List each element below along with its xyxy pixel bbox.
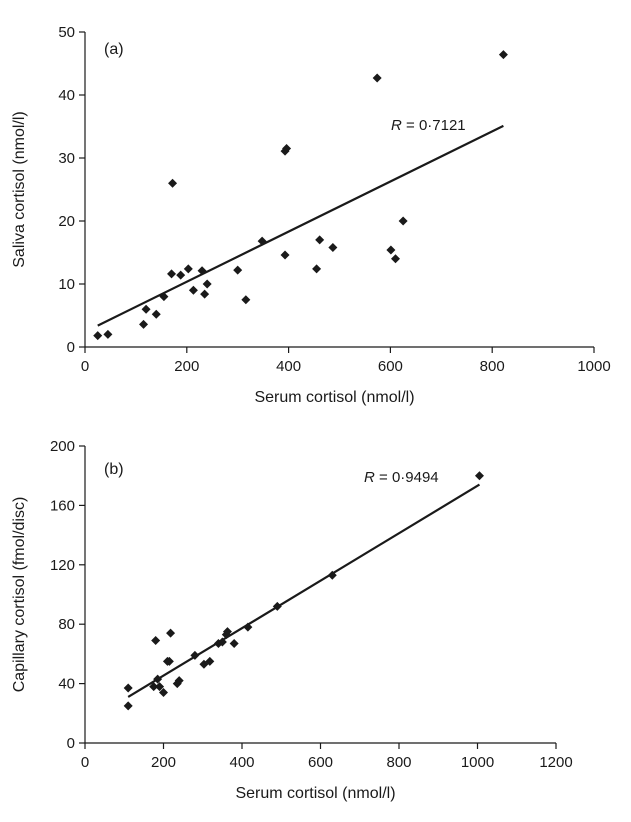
- chart-panel-b: 0 200 400 600 800 1000 1200 0 40 80 120 160 200 Serum…: [11, 438, 573, 802]
- y-tick-label: 80: [58, 616, 75, 633]
- data-point: [398, 216, 408, 226]
- x-tick-label: 200: [174, 358, 199, 375]
- y-tick-label: 40: [58, 87, 75, 104]
- x-tick-label: 200: [151, 754, 176, 771]
- data-point: [327, 570, 337, 580]
- data-point: [217, 637, 227, 647]
- data-point: [257, 236, 267, 246]
- data-point: [155, 682, 165, 692]
- correlation-symbol: R: [391, 117, 402, 134]
- x-tick-label: 1000: [461, 754, 494, 771]
- y-tick-label: 120: [50, 557, 75, 574]
- data-point: [282, 144, 292, 154]
- data-point: [159, 688, 168, 698]
- data-point: [280, 250, 290, 260]
- x-axis-label: Serum cortisol (nmol/l): [235, 785, 395, 802]
- y-tick-label: 200: [50, 438, 75, 455]
- data-point: [93, 331, 103, 341]
- data-point: [233, 265, 243, 275]
- x-tick-label: 600: [378, 358, 403, 375]
- data-point: [123, 701, 133, 711]
- y-axis-label: Capillary cortisol (fmol/disc): [11, 497, 28, 693]
- data-point: [474, 471, 484, 481]
- x-tick-label: 1200: [539, 754, 572, 771]
- data-point: [141, 304, 151, 314]
- data-point: [103, 329, 113, 339]
- y-tick-label: 30: [58, 150, 75, 167]
- data-point: [197, 266, 207, 276]
- x-tick-label: 600: [308, 754, 333, 771]
- data-point: [176, 270, 186, 280]
- y-tick-label: 160: [50, 497, 75, 514]
- y-tick-label: 40: [58, 676, 75, 693]
- chart-panel-a: 0 200 400 600 800 1000 0 10 20 30 40 50 Serum cortis…: [11, 24, 611, 406]
- data-point: [222, 627, 232, 637]
- correlation-value: = 0·9494: [375, 469, 439, 486]
- x-tick-label: 400: [229, 754, 254, 771]
- data-point: [241, 295, 251, 305]
- data-point: [328, 242, 338, 252]
- x-tick-label: 400: [276, 358, 301, 375]
- data-point: [315, 235, 325, 245]
- x-axis-label: Serum cortisol (nmol/l): [254, 389, 414, 406]
- data-point: [166, 628, 176, 638]
- data-point: [372, 73, 382, 83]
- correlation-symbol: R: [364, 469, 375, 486]
- data-point: [390, 254, 400, 264]
- data-point: [159, 292, 169, 302]
- data-point: [312, 264, 322, 274]
- x-tick-label: 0: [81, 358, 89, 375]
- data-point: [149, 682, 159, 692]
- data-point: [205, 656, 215, 666]
- data-point: [272, 601, 282, 611]
- data-point: [123, 683, 133, 693]
- trend-line: [97, 124, 504, 327]
- data-point: [200, 289, 210, 299]
- y-tick-label: 0: [67, 339, 75, 356]
- data-point: [167, 269, 177, 279]
- x-tick-label: 800: [480, 358, 505, 375]
- trend-line: [127, 483, 481, 698]
- correlation-label: R = 0·9494: [364, 469, 439, 486]
- data-point: [151, 636, 161, 646]
- panel-label: (a): [104, 41, 124, 58]
- y-tick-label: 50: [58, 24, 75, 41]
- y-tick-label: 10: [58, 276, 75, 293]
- data-point: [153, 674, 163, 684]
- data-point: [139, 319, 149, 329]
- data-point: [243, 622, 253, 632]
- panel-label: (b): [104, 461, 124, 478]
- x-tick-label: 0: [81, 754, 89, 771]
- data-point: [168, 178, 178, 188]
- correlation-label: R = 0·7121: [391, 117, 466, 134]
- data-point: [183, 264, 193, 274]
- data-point: [174, 676, 184, 686]
- data-point: [229, 639, 239, 649]
- correlation-value: = 0·7121: [402, 117, 466, 134]
- y-axis-label: Saliva cortisol (nmol/l): [11, 111, 28, 267]
- x-tick-label: 1000: [577, 358, 610, 375]
- data-point: [188, 285, 198, 295]
- y-tick-label: 0: [67, 735, 75, 752]
- data-point: [386, 245, 396, 255]
- data-point: [190, 650, 200, 660]
- data-point: [498, 50, 508, 60]
- data-point: [151, 309, 161, 319]
- data-point: [202, 279, 212, 289]
- y-tick-label: 20: [58, 213, 75, 230]
- data-point: [164, 656, 174, 666]
- x-tick-label: 800: [386, 754, 411, 771]
